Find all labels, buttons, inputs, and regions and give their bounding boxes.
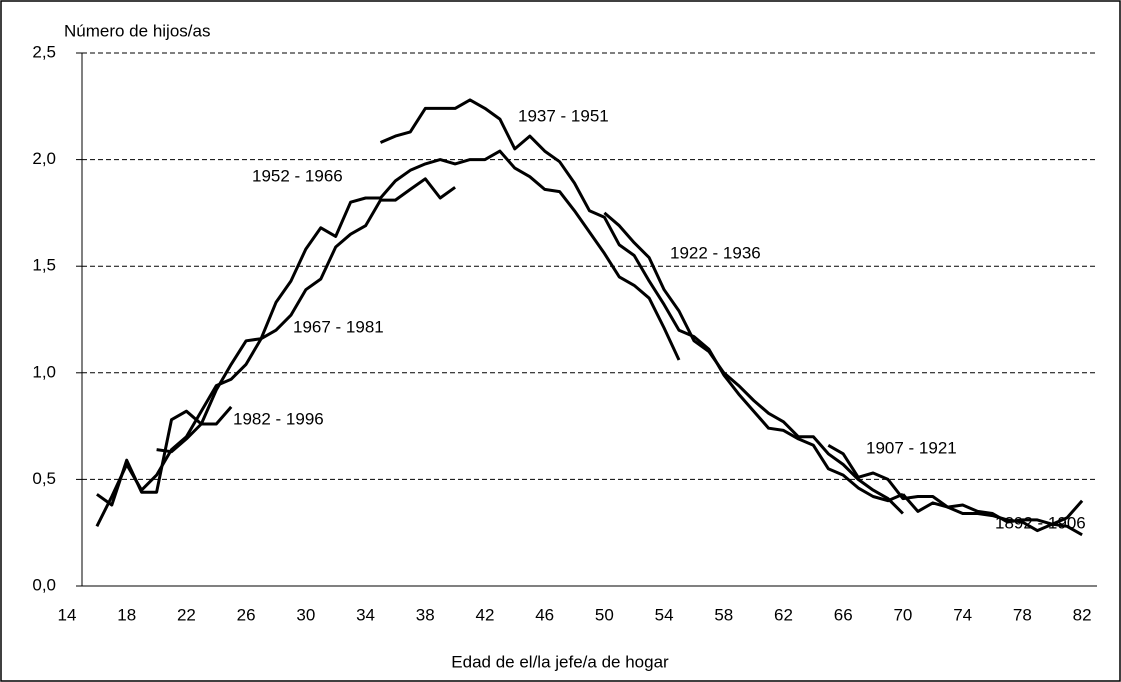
series-line (156, 149, 681, 454)
x-axis-label: Edad de el/la jefe/a de hogar (451, 652, 669, 671)
series-label: 1907 - 1921 (866, 438, 957, 457)
series-line (95, 177, 456, 527)
y-tick-label: 2,5 (32, 42, 56, 61)
x-tick-label: 14 (58, 605, 77, 624)
x-tick-label: 42 (476, 605, 495, 624)
x-tick-label: 18 (117, 605, 136, 624)
y-tick-label: 1,0 (32, 362, 56, 381)
series-label: 1937 - 1951 (518, 106, 609, 125)
series-label: 1892 - 1906 (995, 513, 1086, 532)
y-tick-label: 0,5 (32, 469, 56, 488)
series-label: 1982 - 1996 (233, 409, 324, 428)
x-tick-label: 78 (1013, 605, 1032, 624)
x-tick-label: 30 (296, 605, 315, 624)
series-line (603, 211, 904, 515)
y-tick-label: 2,0 (32, 149, 56, 168)
x-tick-label: 50 (595, 605, 614, 624)
x-tick-label: 70 (893, 605, 912, 624)
series-line (379, 98, 904, 503)
x-tick-label: 58 (714, 605, 733, 624)
series-line (901, 493, 1084, 533)
x-tick-label: 46 (535, 605, 554, 624)
x-tick-label: 82 (1073, 605, 1092, 624)
series-label: 1922 - 1936 (670, 243, 761, 262)
series-label: 1967 - 1981 (293, 317, 384, 336)
series-label: 1952 - 1966 (252, 166, 343, 185)
x-tick-label: 38 (416, 605, 435, 624)
x-tick-label: 62 (774, 605, 793, 624)
y-tick-label: 0,0 (32, 575, 56, 594)
x-tick-label: 54 (655, 605, 674, 624)
x-tick-label: 34 (356, 605, 375, 624)
y-tick-label: 1,5 (32, 256, 56, 275)
x-tick-label: 74 (953, 605, 972, 624)
series-line (827, 443, 1083, 537)
x-tick-label: 66 (834, 605, 853, 624)
x-tick-label: 22 (177, 605, 196, 624)
x-tick-label: 26 (237, 605, 256, 624)
y-axis-label: Número de hijos/as (64, 21, 210, 40)
